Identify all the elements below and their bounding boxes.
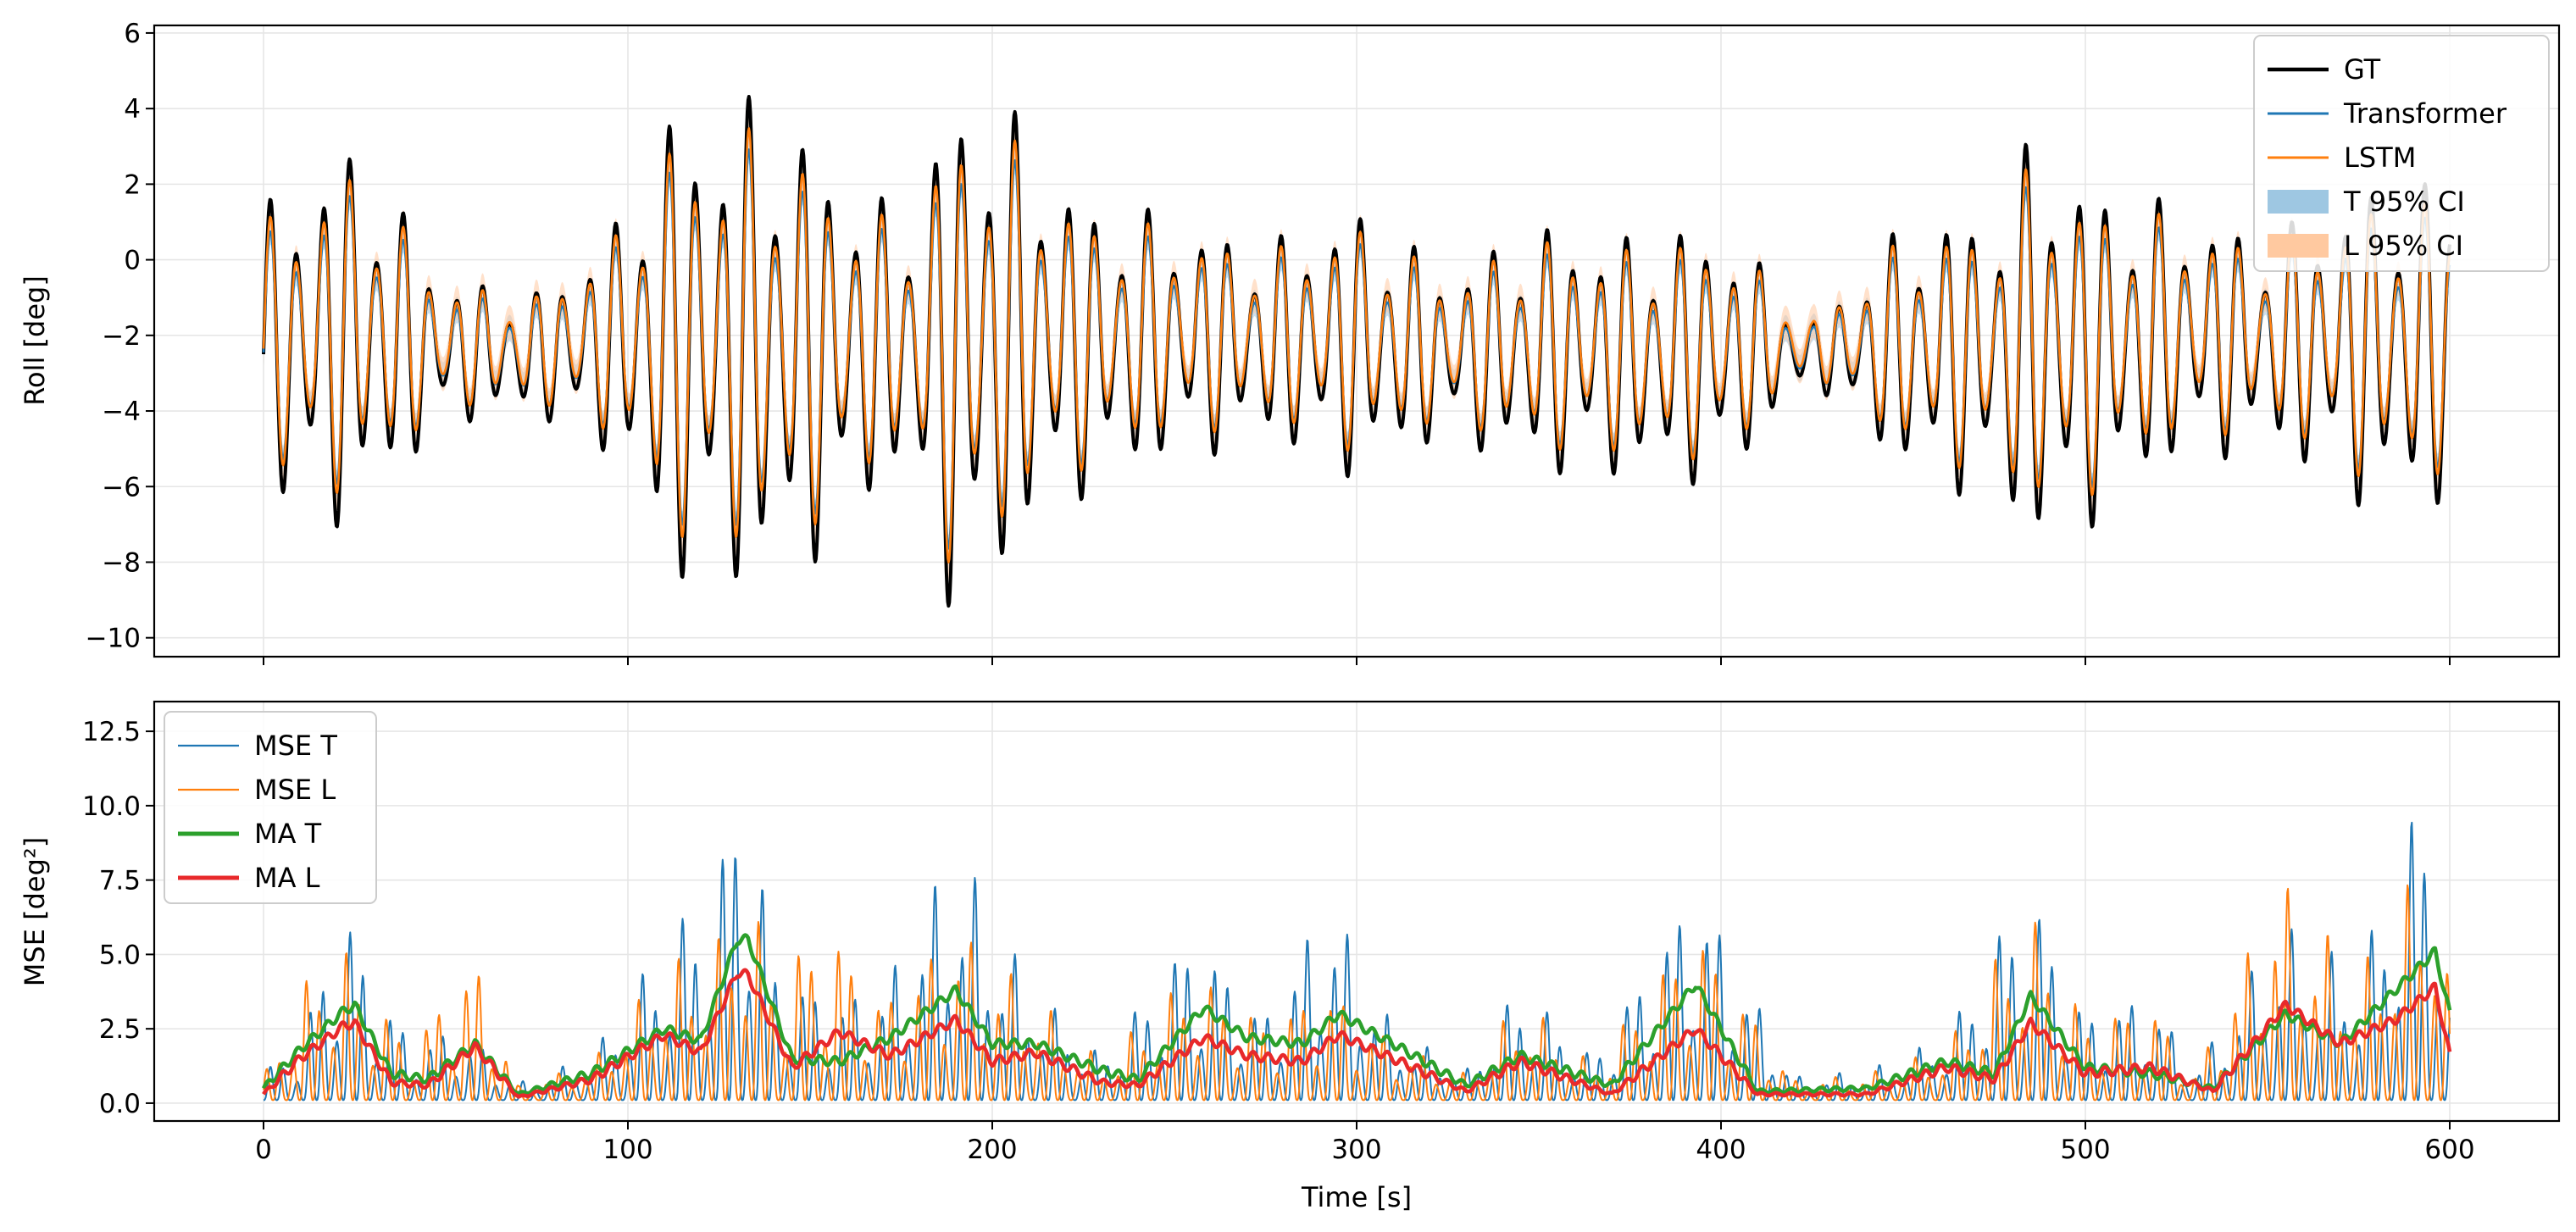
mse-x-tick-label: 100: [602, 1135, 652, 1165]
mse-y-tick-label: 7.5: [99, 866, 141, 896]
mse-axis-ticks: 0 100 200 300 400 500 600 0.0 2.5 5.0 7.5 10.0 12.5: [82, 717, 2475, 1165]
roll-legend-label: LSTM: [2344, 142, 2416, 174]
roll-legend-label: T 95% CI: [2343, 186, 2465, 218]
mse-legend: MSE T MSE L MA T MA L: [164, 711, 377, 904]
roll-legend-swatch: [2268, 190, 2329, 214]
roll-legend-label: GT: [2344, 53, 2381, 86]
mse-x-tick-label: 500: [2060, 1135, 2110, 1165]
roll-panel: 6 4 2 0 −2 −4 −6 −8 −10 Roll [deg] GT Transformer…: [19, 19, 2561, 665]
roll-grid: [154, 25, 2559, 657]
mse-x-tick-label: 0: [255, 1135, 272, 1165]
roll-y-tick-label: 6: [124, 19, 141, 49]
roll-y-tick-label: −8: [102, 547, 141, 578]
mse-legend-label: MA T: [254, 818, 322, 850]
mse-legend-box: [164, 711, 377, 904]
mse-y-tick-label: 5.0: [99, 940, 141, 970]
mse-x-tick-label: 400: [1696, 1135, 1746, 1165]
roll-y-tick-label: −10: [86, 624, 141, 654]
roll-legend-label: L 95% CI: [2344, 230, 2463, 262]
mse-x-tick-label: 300: [1331, 1135, 1381, 1165]
roll-y-tick-label: 2: [124, 169, 141, 200]
ma-t-line: [261, 933, 2452, 1096]
roll-y-tick-label: 4: [124, 94, 141, 125]
mse-x-tick-label: 600: [2424, 1135, 2474, 1165]
roll-y-tick-label: −2: [102, 321, 141, 352]
roll-y-tick-label: −6: [102, 472, 141, 502]
roll-legend-swatch: [2268, 234, 2329, 258]
roll-axis-ticks: 6 4 2 0 −2 −4 −6 −8 −10: [86, 19, 2451, 665]
mse-legend-label: MSE L: [254, 774, 336, 806]
mse-legend-label: MA L: [254, 862, 320, 894]
roll-y-tick-label: 0: [124, 246, 141, 276]
roll-legend-label: Transformer: [2343, 97, 2507, 130]
mse-y-tick-label: 2.5: [99, 1014, 141, 1045]
mse-series: [261, 821, 2452, 1102]
mse-legend-label: MSE T: [254, 730, 337, 762]
mse-grid: [154, 702, 2559, 1121]
roll-series: [262, 95, 2451, 608]
roll-y-tick-label: −4: [102, 397, 141, 427]
roll-legend: GT Transformer LSTM T 95% CI L 95% CI: [2253, 35, 2550, 272]
lstm-line: [262, 127, 2451, 563]
mse-y-tick-label: 10.0: [82, 791, 141, 822]
ma-l-line: [262, 968, 2452, 1099]
roll-y-axis-label: Roll [deg]: [19, 275, 51, 406]
mse-x-tick-label: 200: [967, 1135, 1017, 1165]
mse-y-axis-label: MSE [deg²]: [19, 837, 51, 986]
mse-panel: 0 100 200 300 400 500 6000.02.55.07.510.012.5 …: [19, 700, 2561, 1213]
mse-y-tick-label: 0.0: [99, 1089, 141, 1119]
x-axis-label: Time [s]: [1301, 1181, 1412, 1213]
mse-y-tick-label: 12.5: [82, 717, 141, 747]
